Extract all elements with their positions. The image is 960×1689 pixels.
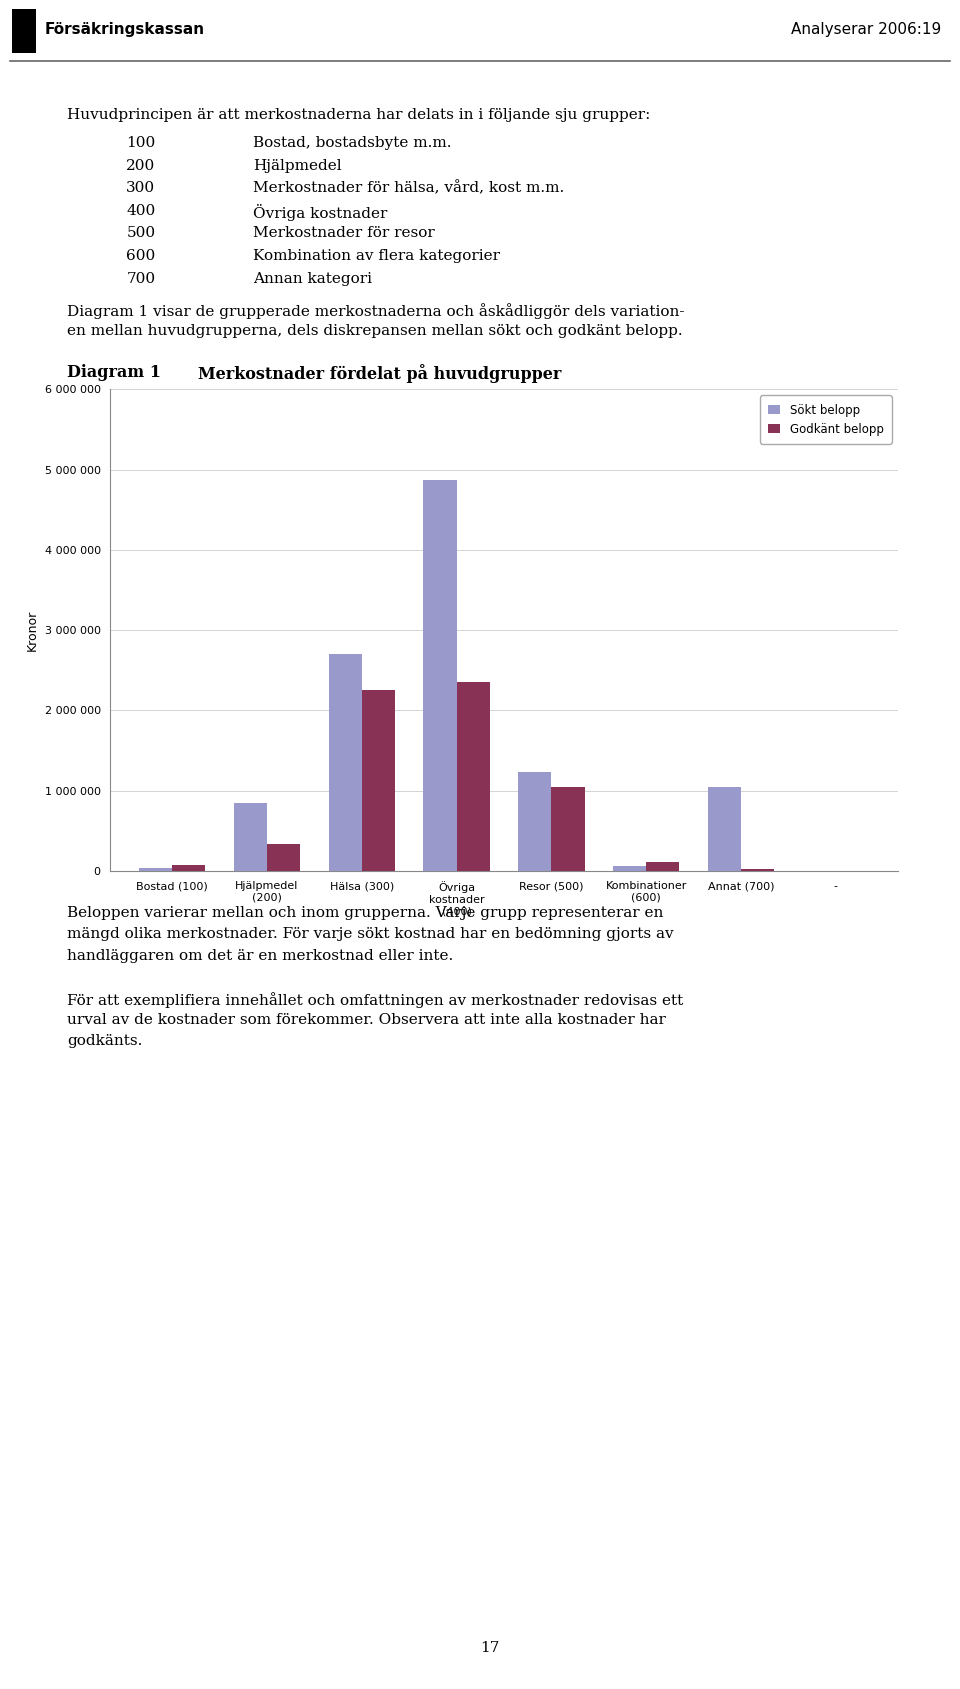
Text: Kombination av flera kategorier: Kombination av flera kategorier — [253, 248, 500, 263]
Text: Annan kategori: Annan kategori — [253, 272, 372, 285]
Text: Försäkringskassan: Försäkringskassan — [45, 22, 205, 37]
Text: urval av de kostnader som förekommer. Observera att inte alla kostnader har: urval av de kostnader som förekommer. Ob… — [67, 1013, 666, 1027]
Text: Diagram 1 visar de grupperade merkostnaderna och åskådliggör dels variation-: Diagram 1 visar de grupperade merkostnad… — [67, 302, 684, 319]
Bar — [12, 10, 36, 52]
Bar — [646, 861, 680, 872]
Bar — [328, 654, 362, 872]
Text: 200: 200 — [127, 159, 156, 172]
Text: godkänts.: godkänts. — [67, 1034, 143, 1049]
Text: Hjälpmedel: Hjälpmedel — [253, 159, 342, 172]
Bar — [551, 787, 585, 872]
Bar — [423, 480, 457, 872]
Bar — [233, 802, 267, 872]
Text: Analyserar 2006:19: Analyserar 2006:19 — [790, 22, 941, 37]
Text: 700: 700 — [127, 272, 156, 285]
Text: mängd olika merkostnader. För varje sökt kostnad har en bedömning gjorts av: mängd olika merkostnader. För varje sökt… — [67, 927, 674, 941]
Text: 100: 100 — [127, 135, 156, 150]
Text: 17: 17 — [480, 1642, 499, 1655]
Bar — [613, 866, 646, 872]
Text: Beloppen varierar mellan och inom grupperna. Varje grupp representerar en: Beloppen varierar mellan och inom gruppe… — [67, 907, 663, 921]
Text: Huvudprincipen är att merkostnaderna har delats in i följande sju grupper:: Huvudprincipen är att merkostnaderna har… — [67, 108, 651, 122]
Text: Merkostnader för hälsa, vård, kost m.m.: Merkostnader för hälsa, vård, kost m.m. — [253, 181, 564, 196]
Text: 300: 300 — [127, 181, 156, 196]
Text: 500: 500 — [127, 226, 156, 240]
Text: Merkostnader fördelat på huvudgrupper: Merkostnader fördelat på huvudgrupper — [198, 365, 562, 383]
Bar — [267, 844, 300, 872]
Text: 400: 400 — [127, 204, 156, 218]
Legend: Sökt belopp, Godkänt belopp: Sökt belopp, Godkänt belopp — [760, 395, 892, 444]
Text: Merkostnader för resor: Merkostnader för resor — [253, 226, 435, 240]
Bar — [362, 691, 395, 872]
Text: en mellan huvudgrupperna, dels diskrepansen mellan sökt och godkänt belopp.: en mellan huvudgrupperna, dels diskrepan… — [67, 324, 683, 338]
Y-axis label: Kronor: Kronor — [26, 610, 39, 650]
Bar — [172, 865, 205, 872]
Bar — [139, 868, 172, 872]
Text: Bostad, bostadsbyte m.m.: Bostad, bostadsbyte m.m. — [253, 135, 451, 150]
Bar — [518, 772, 551, 872]
Text: Diagram 1: Diagram 1 — [67, 365, 161, 382]
Bar — [708, 787, 741, 872]
Text: 600: 600 — [127, 248, 156, 263]
Text: Övriga kostnader: Övriga kostnader — [253, 204, 388, 221]
Text: handläggaren om det är en merkostnad eller inte.: handläggaren om det är en merkostnad ell… — [67, 949, 453, 963]
Bar — [457, 682, 490, 872]
Text: För att exemplifiera innehållet och omfattningen av merkostnader redovisas ett: För att exemplifiera innehållet och omfa… — [67, 991, 684, 1008]
